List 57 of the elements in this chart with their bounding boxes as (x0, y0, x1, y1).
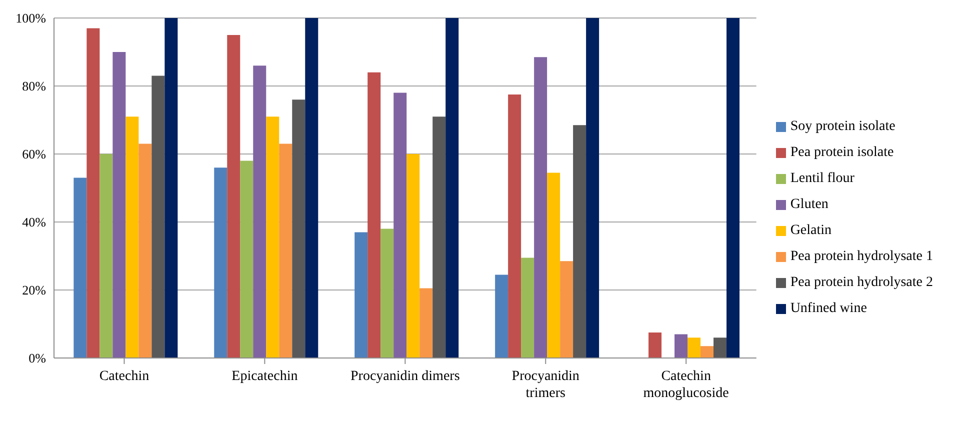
bar (74, 178, 87, 358)
bar (394, 92, 407, 358)
bar (253, 66, 266, 358)
bar (446, 18, 459, 358)
bar (138, 144, 152, 358)
bar (674, 334, 688, 358)
bar (560, 261, 574, 358)
bar (100, 154, 113, 358)
bar (573, 125, 586, 358)
bar (292, 100, 306, 358)
bar (164, 18, 178, 358)
bar (648, 332, 662, 358)
x-tick-label: Epicatechin (232, 369, 298, 384)
y-tick-label: 20% (22, 282, 46, 298)
x-tick-label: Catechin monoglucoside (643, 369, 729, 401)
bar (354, 232, 368, 358)
bar (112, 52, 126, 358)
bar (534, 57, 548, 358)
y-tick-label: 60% (22, 146, 46, 162)
y-tick-label: 100% (16, 10, 46, 26)
bar (266, 116, 280, 358)
bar (368, 72, 381, 358)
bar (240, 160, 254, 358)
x-tick-label: Procyanidin trimers (512, 369, 580, 401)
bar (305, 18, 318, 358)
x-tick-label: Procyanidin dimers (350, 369, 460, 384)
bar (420, 288, 433, 358)
bar (152, 76, 165, 358)
bar (586, 18, 600, 358)
bar (126, 116, 139, 358)
legend-label: Pea protein isolate (790, 145, 894, 160)
bar (521, 258, 534, 358)
legend-label: Pea protein hydrolysate 2 (790, 275, 933, 290)
bar (227, 35, 240, 358)
bar (279, 144, 292, 358)
x-tick-label: Catechin (99, 369, 150, 384)
legend-label: Unfined wine (790, 301, 867, 316)
bar (508, 94, 522, 358)
legend-label: Soy protein isolate (790, 119, 896, 134)
legend-label: Gluten (790, 197, 828, 212)
legend-label: Lentil flour (790, 171, 854, 186)
bar (714, 338, 727, 358)
bar (700, 346, 714, 358)
bar (86, 28, 100, 358)
bar (214, 168, 228, 358)
y-tick-label: 40% (22, 214, 46, 230)
y-tick-label: 0% (28, 350, 46, 366)
bar (495, 274, 508, 358)
legend-label: Gelatin (790, 223, 832, 238)
bar (547, 172, 560, 358)
bar (406, 154, 420, 358)
y-tick-label: 80% (22, 78, 46, 94)
bar (726, 18, 740, 358)
bar (380, 228, 394, 358)
legend-label: Pea protein hydrolysate 1 (790, 249, 933, 264)
bar (688, 338, 701, 358)
bar (432, 116, 446, 358)
